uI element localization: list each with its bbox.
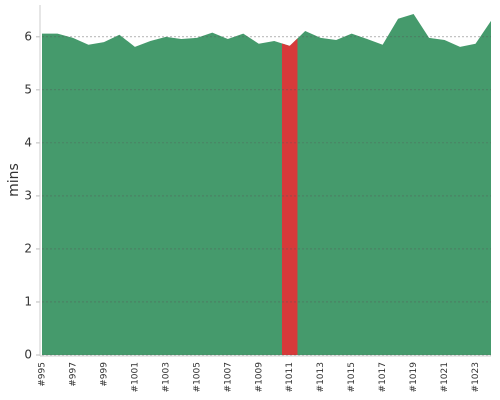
x-tick-label: #1011 <box>285 362 295 392</box>
y-tick-label: 0 <box>24 348 32 362</box>
area <box>42 14 491 356</box>
x-tick-label: #1017 <box>378 362 388 392</box>
y-tick-label: 1 <box>24 294 32 308</box>
y-axis-label: mins <box>6 163 22 197</box>
x-tick-label: #1021 <box>440 362 450 392</box>
y-tick-label: 3 <box>24 188 32 202</box>
y-tick-label: 4 <box>24 135 32 149</box>
x-tick-label: #1005 <box>192 362 202 392</box>
y-tick-label: 2 <box>24 241 32 255</box>
x-tick-label: #999 <box>99 362 109 387</box>
highlight-bar <box>281 38 298 356</box>
x-tick-label: #1015 <box>347 362 357 392</box>
x-tick-label: #995 <box>38 362 48 387</box>
y-tick-label: 6 <box>24 29 32 43</box>
x-tick-label: #1001 <box>130 362 140 392</box>
x-tick-label: #1009 <box>254 362 264 393</box>
x-tick-label: #1007 <box>223 362 233 392</box>
x-tick-label: #1013 <box>316 362 326 392</box>
x-tick-label: #1019 <box>409 362 419 393</box>
x-tick-label: #1023 <box>471 362 481 392</box>
y-tick-label: 5 <box>24 82 32 96</box>
x-tick-label: #1003 <box>161 362 171 392</box>
x-tick-label: #997 <box>68 362 78 387</box>
